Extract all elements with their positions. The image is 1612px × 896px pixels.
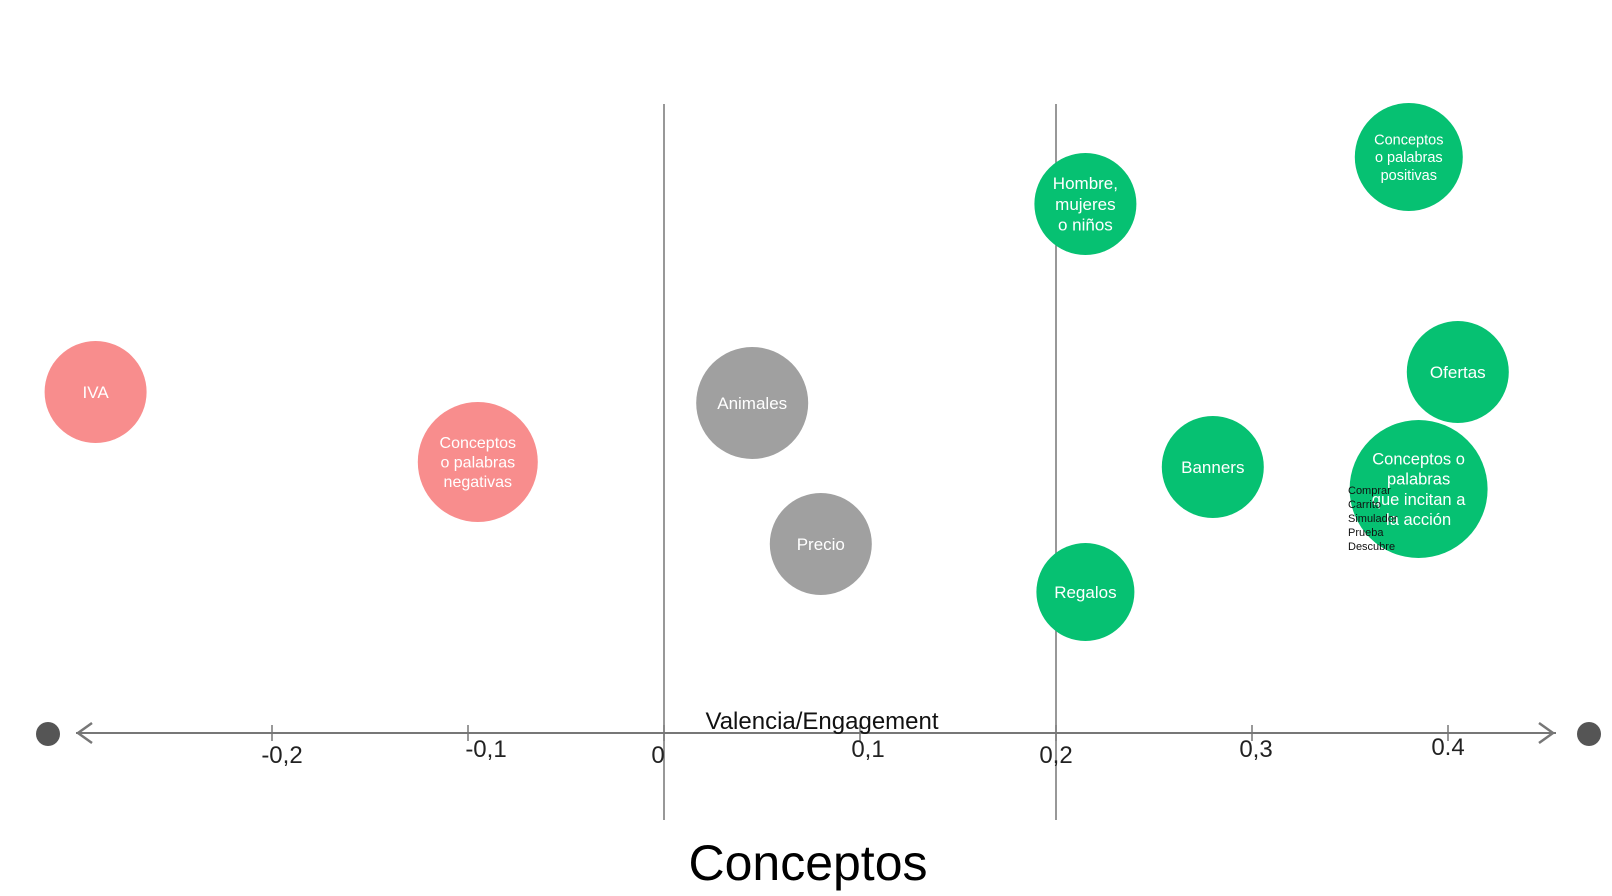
bubble: Conceptos o palabras negativas (417, 402, 538, 522)
bubble-label: Precio (797, 535, 845, 554)
bubble: Regalos (1036, 543, 1135, 641)
bubble-circle (1349, 420, 1488, 558)
x-tick-label: 0,3 (1239, 736, 1272, 763)
chart-title: Conceptos (688, 835, 927, 891)
bubble-circle (1034, 153, 1137, 255)
bubble-label: o niños (1058, 216, 1113, 235)
bubble-label: mujeres (1055, 195, 1115, 214)
side-note-line: Prueba (1348, 527, 1384, 539)
action-keywords-note: Comprar Carrito Simulador Prueba Descubr… (1348, 485, 1401, 553)
bubble: Conceptos o palabras que incitan a la acció… (1349, 420, 1488, 558)
bubble-label: Hombre, (1053, 174, 1118, 193)
left-arrow-icon (75, 721, 93, 745)
bubble-circle (1161, 416, 1264, 518)
bubble: IVA (44, 341, 147, 443)
bubble-circle (769, 493, 872, 595)
side-note-line: Simulador (1348, 513, 1398, 525)
bubble-label: la acción (1386, 511, 1451, 529)
bubble-label: Ofertas (1430, 363, 1486, 382)
bubble-label: Conceptos (440, 435, 517, 452)
bubble: Banners (1161, 416, 1264, 518)
bubble-label: negativas (444, 474, 513, 491)
x-axis (36, 721, 1601, 746)
bubble-circle (1406, 321, 1509, 423)
bubble: Animales (696, 347, 809, 459)
bubble-label: Regalos (1054, 583, 1116, 602)
bubble: Conceptos o palabras positivas (1354, 103, 1463, 211)
bubble-label: Conceptos (1374, 132, 1443, 148)
bubble: Hombre, mujeres o niños (1034, 153, 1137, 255)
x-tick-label: 0,2 (1039, 742, 1072, 769)
x-tick-label: 0.4 (1431, 734, 1464, 761)
bubbles: IVA Conceptos o palabras negativas Animales P… (44, 103, 1509, 641)
bubble-circle (1036, 543, 1135, 641)
bubble-label: IVA (83, 383, 110, 402)
side-note-line: Descubre (1348, 541, 1395, 553)
bubble-label: Animales (717, 394, 787, 413)
x-tick-label: -0,1 (465, 736, 506, 763)
bubble-label: Banners (1181, 458, 1244, 477)
bubble-label: Conceptos o (1372, 451, 1465, 469)
right-arrow-icon (1538, 721, 1556, 745)
bubble-label: o palabras (440, 455, 515, 472)
left-end-dot (36, 722, 60, 746)
bubble: Precio (769, 493, 872, 595)
right-end-dot (1577, 722, 1601, 746)
side-note-line: Comprar (1348, 485, 1391, 497)
bubble-circle (417, 402, 538, 522)
x-axis-title: Valencia/Engagement (705, 708, 938, 735)
bubble: Ofertas (1406, 321, 1509, 423)
x-tick-label: 0,1 (851, 736, 884, 763)
x-tick-label: 0 (651, 742, 664, 769)
x-tick-label: -0,2 (261, 742, 302, 769)
bubble-label: o palabras (1375, 150, 1443, 166)
bubble-circle (1354, 103, 1463, 211)
bubble-circle (44, 341, 147, 443)
bubble-label: positivas (1381, 168, 1437, 184)
bubble-label: que incitan a (1372, 491, 1466, 509)
bubble-circle (696, 347, 809, 459)
bubble-label: palabras (1387, 471, 1450, 489)
side-note-line: Carrito (1348, 499, 1381, 511)
x-ticks: -0,2 -0,1 0 0,1 0,2 0,3 0.4 (261, 725, 1465, 769)
